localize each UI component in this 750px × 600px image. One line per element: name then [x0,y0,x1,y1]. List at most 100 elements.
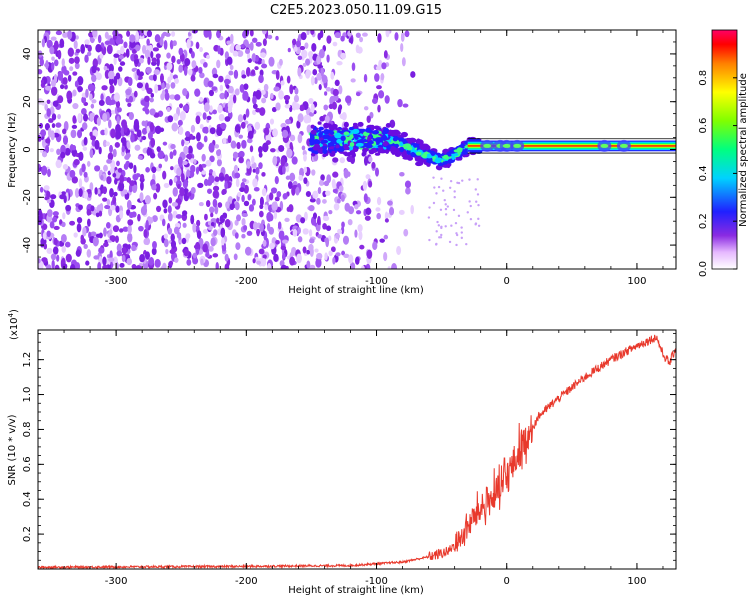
noise-speck [287,181,293,189]
noise-speck [295,40,302,48]
noise-speck [138,225,144,232]
noise-speck [86,249,91,258]
noise-speck [264,204,268,211]
noise-speck [311,42,317,52]
noise-speck [145,66,152,74]
noise-speck [291,156,298,165]
noise-speck [210,221,215,227]
noise-speck [300,32,307,41]
noise-speck [332,88,339,97]
x-tick-label: 0 [504,576,510,587]
noise-speck [341,250,346,256]
noise-speck [206,54,211,60]
noise-speck [294,87,299,95]
noise-speck [163,182,170,189]
noise-speck [190,186,196,194]
noise-speck [315,258,322,268]
noise-speck [134,44,141,52]
noise-speck [62,128,67,135]
noise-speck [292,229,298,237]
noise-speck [173,226,180,235]
signal-speck [343,131,350,136]
noise-speck [337,228,342,235]
noise-speck [51,253,57,261]
noise-speck [128,212,134,218]
signal-speck [446,163,451,169]
noise-speck [212,253,219,258]
noise-speck [208,246,214,252]
noise-speck [143,238,148,245]
noise-speck [186,153,193,159]
noise-speck [247,194,252,201]
noise-speck [202,243,208,253]
noise-speck [53,237,58,246]
noise-speck [214,205,219,215]
noise-speck [146,87,153,95]
noise-speck [230,100,234,106]
noise-speck [358,230,363,241]
noise-speck [43,185,50,191]
faint-speck [428,206,431,209]
noise-speck [135,30,140,41]
x-tick-label: -100 [365,576,388,587]
noise-speck [357,224,363,233]
noise-speck [243,83,249,90]
noise-speck [47,209,53,218]
noise-speck [209,155,215,163]
signal-speck [334,132,342,139]
noise-speck [98,146,102,155]
noise-speck [176,58,181,65]
colorbar: 0.0 0.2 0.4 0.6 0.8 Normalized spectral ampl… [698,29,749,277]
noise-speck [80,234,85,242]
noise-speck [258,162,263,169]
noise-speck [117,167,123,173]
noise-speck [172,149,177,156]
noise-speck [222,137,227,144]
noise-speck [224,89,228,100]
snr-x-axis: -300 -200 -100 0 100 [37,330,664,587]
noise-speck [113,56,117,66]
noise-speck [286,206,291,212]
noise-speck [171,202,179,207]
noise-speck [131,184,138,193]
faint-speck [440,225,443,229]
noise-speck [98,99,105,106]
noise-speck [162,170,167,180]
noise-speck [78,204,83,211]
signal-speck [322,145,328,150]
noise-speck [326,225,332,231]
noise-speck [282,193,288,200]
faint-speck [437,185,441,189]
spectrogram-x-label: Height of straight line (km) [288,285,424,296]
noise-speck [225,201,230,209]
noise-speck [319,30,324,39]
noise-speck [118,181,125,192]
noise-speck [131,244,137,252]
noise-speck [167,227,173,235]
signal-speck [328,143,335,148]
colorbar-gradient [711,29,738,270]
noise-speck [346,155,353,163]
noise-speck [136,82,144,89]
noise-speck [318,48,325,59]
faint-speck [446,205,450,208]
noise-speck [335,233,340,239]
noise-speck [146,147,153,156]
signal-speck [392,137,398,142]
noise-speck [234,232,239,239]
signal-speck [318,126,324,131]
noise-speck [251,155,255,165]
faint-speck [453,195,456,199]
noise-speck [207,221,212,226]
noise-speck [287,47,291,53]
signal-speck [357,121,364,127]
noise-speck [254,66,259,71]
noise-speck [362,32,368,37]
noise-speck [114,178,118,185]
noise-speck [258,74,264,84]
noise-speck [317,187,322,195]
noise-speck [267,263,272,269]
signal-speck [417,160,424,166]
noise-speck [275,239,280,245]
noise-speck [286,75,291,84]
